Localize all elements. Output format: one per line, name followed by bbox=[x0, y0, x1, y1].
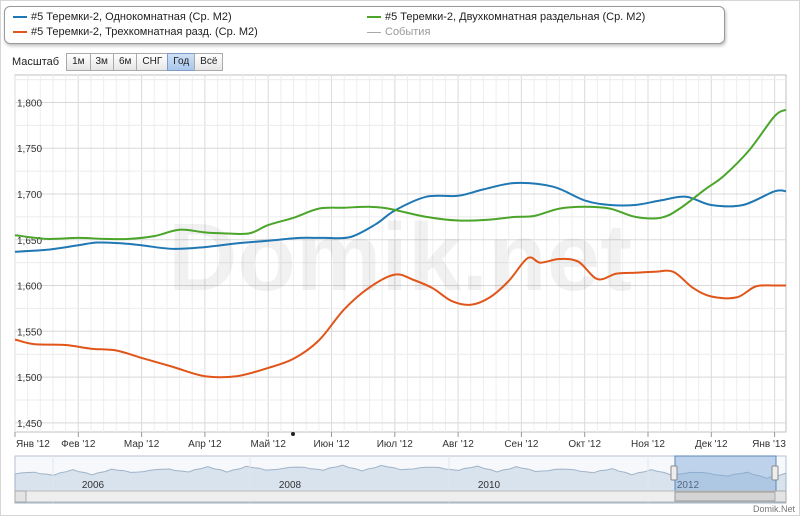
zoom-label: Масштаб bbox=[12, 56, 60, 68]
zoom-button-6m[interactable]: 6м bbox=[112, 53, 138, 71]
y-tick-label: 1,450 bbox=[17, 419, 42, 430]
chart-legend: #5 Теремки-2, Однокомнатная (Ср. М2) #5 … bbox=[4, 6, 725, 44]
navigator-scroll-right-button bbox=[774, 490, 787, 503]
x-tick-label: Июн '12 bbox=[313, 439, 349, 450]
y-tick-label: 1,800 bbox=[17, 98, 42, 109]
x-tick-label: Фев '12 bbox=[61, 439, 96, 450]
navigator-handle-left bbox=[670, 465, 678, 481]
x-tick-label: Янв '13 bbox=[752, 439, 786, 450]
navigator-year-label: 2012 bbox=[677, 480, 700, 491]
zoom-button-1m[interactable]: 1м bbox=[66, 53, 91, 71]
y-tick-label: 1,750 bbox=[17, 144, 42, 155]
legend-item-two-room[interactable]: #5 Теремки-2, Двухкомнатная раздельная (… bbox=[367, 11, 645, 23]
navigator-scrollbar-track bbox=[14, 490, 787, 503]
x-tick-label: Окт '12 bbox=[568, 439, 601, 450]
navigator-scroll-left-button bbox=[14, 490, 27, 503]
credit-label: Domik.Net bbox=[753, 504, 796, 514]
zoom-selector: Масштаб 1м 3м 6м СНГ Год Всё bbox=[12, 53, 224, 71]
y-tick-label: 1,600 bbox=[17, 282, 42, 293]
x-tick-label: Дек '12 bbox=[695, 439, 728, 450]
y-tick-label: 1,700 bbox=[17, 190, 42, 201]
navigator-year-label: 2006 bbox=[82, 480, 105, 491]
y-tick-label: 1,550 bbox=[17, 327, 42, 338]
legend-swatch bbox=[367, 16, 381, 18]
series-line-three-room bbox=[14, 256, 787, 379]
legend-label: #5 Теремки-2, Трехкомнатная разд. (Ср. М… bbox=[31, 26, 258, 38]
legend-label: События bbox=[385, 26, 431, 38]
legend-swatch bbox=[13, 16, 27, 18]
zoom-button-all[interactable]: Всё bbox=[194, 53, 224, 71]
navigator-selection bbox=[674, 455, 777, 492]
x-tick-label: Мар '12 bbox=[124, 439, 160, 450]
series-line-two-room bbox=[14, 108, 787, 241]
x-tick-label: Авг '12 bbox=[442, 439, 474, 450]
x-tick-label: Май '12 bbox=[250, 439, 286, 450]
navigator-year-label: 2008 bbox=[279, 480, 302, 491]
x-tick-label: Июл '12 bbox=[377, 439, 414, 450]
navigator-scrollbar-thumb bbox=[674, 491, 777, 502]
watermark-text: Domik.net bbox=[168, 204, 632, 311]
legend-label: #5 Теремки-2, Двухкомнатная раздельная (… bbox=[385, 11, 646, 23]
zoom-button-year[interactable]: Год bbox=[167, 53, 196, 71]
x-tick-label: Янв '12 bbox=[16, 439, 50, 450]
legend-swatch bbox=[367, 31, 381, 33]
plot-area bbox=[14, 74, 787, 433]
legend-item-one-room[interactable]: #5 Теремки-2, Однокомнатная (Ср. М2) bbox=[13, 11, 232, 23]
legend-item-events[interactable]: События bbox=[367, 26, 430, 38]
legend-item-three-room[interactable]: #5 Теремки-2, Трехкомнатная разд. (Ср. М… bbox=[13, 26, 258, 38]
event-marker bbox=[291, 432, 295, 436]
legend-swatch bbox=[13, 31, 27, 33]
zoom-button-3m[interactable]: 3м bbox=[89, 53, 114, 71]
y-tick-label: 1,650 bbox=[17, 236, 42, 247]
x-tick-label: Сен '12 bbox=[504, 439, 539, 450]
navigator-year-label: 2010 bbox=[478, 480, 501, 491]
y-tick-label: 1,500 bbox=[17, 373, 42, 384]
legend-label: #5 Теремки-2, Однокомнатная (Ср. М2) bbox=[31, 11, 232, 23]
x-tick-label: Апр '12 bbox=[188, 439, 222, 450]
navigator-handle-right bbox=[771, 465, 779, 481]
zoom-button-ytd[interactable]: СНГ bbox=[136, 53, 169, 71]
x-tick-label: Ноя '12 bbox=[631, 439, 665, 450]
